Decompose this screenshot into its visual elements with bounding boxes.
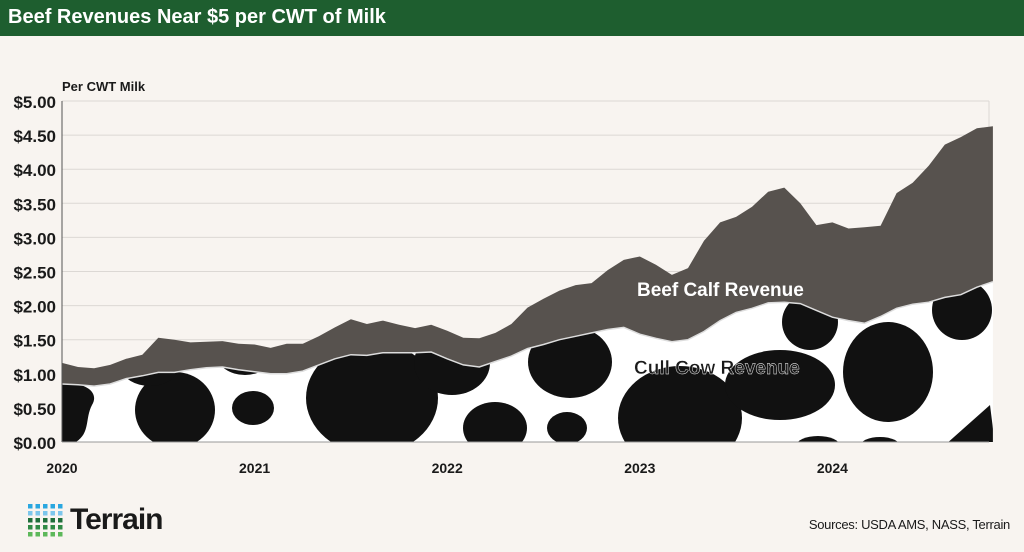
title-bar: Beef Revenues Near $5 per CWT of Milk [0, 0, 1024, 36]
logo-dot [28, 532, 33, 537]
logo-dot [28, 511, 33, 516]
y-tick-label: $3.50 [13, 195, 56, 214]
y-tick-label: $3.00 [13, 229, 56, 248]
y-tick-label: $5.00 [13, 93, 56, 112]
terrain-logo-icon [28, 504, 63, 537]
logo-dot [35, 518, 40, 523]
logo-dot [50, 518, 55, 523]
logo-dot [28, 518, 33, 523]
terrain-logo: Terrain [70, 503, 163, 536]
logo-dot [50, 525, 55, 530]
y-tick-label: $2.50 [13, 264, 56, 283]
logo-dot [35, 504, 40, 509]
logo-dot [50, 532, 55, 537]
y-axis-ticks: $0.00 $0.50 $1.00 $1.50 $2.00 $2.50 $3.00 $3.50… [13, 93, 56, 453]
x-tick-label: 2021 [239, 460, 270, 476]
logo-dot [35, 532, 40, 537]
logo-dot [43, 532, 48, 537]
series-line-cull-cow [61, 280, 994, 387]
y-tick-label: $1.50 [13, 332, 56, 351]
y-tick-label: $2.00 [13, 298, 56, 317]
y-tick-label: $4.00 [13, 161, 56, 180]
logo-dot [58, 504, 63, 509]
x-tick-label: 2020 [46, 460, 77, 476]
logo-dot [50, 511, 55, 516]
x-tick-label: 2024 [817, 460, 848, 476]
y-tick-label: $1.00 [13, 366, 56, 385]
series-label-cull-cow: Cull Cow Revenue [634, 358, 800, 379]
logo-dot [35, 511, 40, 516]
y-tick-label: $0.00 [13, 434, 56, 453]
source-note: Sources: USDA AMS, NASS, Terrain [808, 517, 1010, 532]
series-label-beef-calf: Beef Calf Revenue [637, 280, 804, 301]
logo-dot [58, 532, 63, 537]
logo-dot [50, 504, 55, 509]
x-axis-ticks: 2020 2021 2022 2023 2024 [46, 460, 848, 476]
logo-dot [58, 511, 63, 516]
logo-dot [43, 518, 48, 523]
logo-dot [58, 525, 63, 530]
logo-dot [28, 525, 33, 530]
y-tick-label: $4.50 [13, 127, 56, 146]
logo-dot [43, 525, 48, 530]
chart-title: Beef Revenues Near $5 per CWT of Milk [8, 6, 386, 28]
logo-dot [58, 518, 63, 523]
logo-dot [35, 525, 40, 530]
x-tick-label: 2022 [432, 460, 463, 476]
logo-dot [43, 504, 48, 509]
logo-dot [28, 504, 33, 509]
y-axis-label: Per CWT Milk [62, 79, 146, 94]
x-tick-label: 2023 [624, 460, 655, 476]
y-tick-label: $0.50 [13, 400, 56, 419]
logo-dot [43, 511, 48, 516]
series-area-beef-calf [62, 126, 993, 387]
